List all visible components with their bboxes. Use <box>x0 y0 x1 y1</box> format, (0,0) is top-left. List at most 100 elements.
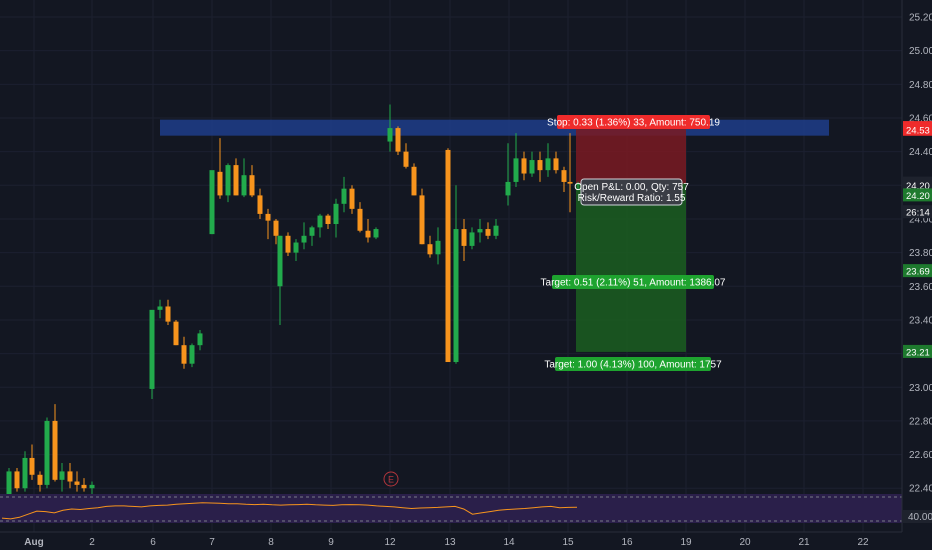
candle-body <box>373 229 379 238</box>
target2-label: Target: 1.00 (4.13%) 100, Amount: 1757 <box>544 360 722 371</box>
target1-label-box <box>552 275 714 289</box>
time-axis[interactable]: Aug 2 6 7 8 9 12 13 14 15 16 19 20 21 22 <box>0 531 902 548</box>
candle-body <box>37 474 43 485</box>
candle-body <box>301 235 307 243</box>
time-tick-label: 13 <box>444 537 456 548</box>
price-tag: 24.20 <box>906 191 930 202</box>
candle-body <box>89 484 95 489</box>
candle-body <box>74 481 80 485</box>
time-tick-label: 7 <box>209 537 215 548</box>
candle-body <box>277 235 283 287</box>
candle-body <box>165 306 171 322</box>
candle-body <box>395 128 401 152</box>
rsi-level-label: 40.00 <box>908 512 932 523</box>
candle-body <box>575 183 581 185</box>
candle-body <box>529 160 535 174</box>
candles: E <box>6 104 581 506</box>
candle-body <box>52 420 58 480</box>
candle-body <box>173 321 179 346</box>
price-tag: 24.53 <box>906 125 930 136</box>
candle-body <box>411 166 417 196</box>
price-tag: 23.21 <box>906 347 930 358</box>
time-tick-label: 2 <box>89 537 95 548</box>
stop-label: Stop: 0.33 (1.36%) 33, Amount: 750.19 <box>547 118 720 129</box>
candle-body <box>217 171 223 196</box>
candle-body <box>341 188 347 204</box>
price-tag: 23.69 <box>906 267 930 278</box>
candle-body <box>545 158 551 171</box>
candle-body <box>67 471 73 482</box>
candle-body <box>225 165 231 196</box>
candle-body <box>505 181 511 196</box>
time-tick-label: 6 <box>150 537 156 548</box>
candle-body <box>419 195 425 245</box>
time-tick-label: 12 <box>384 537 396 548</box>
candle-body <box>325 215 331 225</box>
candle-body <box>365 230 371 238</box>
candle-body <box>265 213 271 221</box>
time-tick-label: 20 <box>739 537 751 548</box>
candle-body <box>521 158 527 174</box>
price-tick-label: 24.80 <box>909 80 932 91</box>
price-tick-label: 22.40 <box>909 484 932 495</box>
candle-body <box>435 240 441 255</box>
rsi-panel: 40.00 <box>0 494 932 523</box>
price-tag: 26:14 <box>906 208 930 219</box>
candle-body <box>403 151 409 167</box>
candle-body <box>273 220 279 236</box>
price-tag-box <box>903 205 932 219</box>
candle-body <box>233 165 239 196</box>
candle-body <box>181 345 187 364</box>
time-tick-label: 21 <box>798 537 810 548</box>
price-tick-label: 24.00 <box>909 214 932 225</box>
candle-body <box>149 309 155 389</box>
price-tag: 24.20 <box>906 181 930 192</box>
time-tick-label: 15 <box>562 537 574 548</box>
candle-body <box>561 170 567 182</box>
pnl-line: Open P&L: 0.00, Qty: 757 <box>574 182 689 193</box>
price-tag-box <box>903 264 932 278</box>
time-tick-label: 8 <box>268 537 274 548</box>
time-tick-label: 14 <box>503 537 515 548</box>
time-tick-label: 22 <box>857 537 869 548</box>
candle-body <box>257 195 263 214</box>
time-tick-label: 19 <box>680 537 692 548</box>
candle-body <box>485 229 491 236</box>
candle-body <box>357 208 363 231</box>
price-tag-box <box>903 122 932 136</box>
candle-body <box>537 160 543 171</box>
earnings-marker <box>383 471 399 487</box>
rsi-line <box>1 502 578 520</box>
candle-body <box>349 188 355 209</box>
candle-body <box>29 457 35 475</box>
earnings-marker-label: E <box>388 475 394 485</box>
candle-body <box>189 345 195 364</box>
candle-body <box>461 229 467 246</box>
stop-label-box <box>557 115 710 129</box>
price-tick-label: 22.80 <box>909 416 932 427</box>
candle-body <box>209 170 215 235</box>
candle-body <box>6 471 12 497</box>
time-tick-label: Aug <box>24 537 43 548</box>
candle-body <box>59 471 65 480</box>
candle-body <box>477 229 483 233</box>
price-tick-label: 23.00 <box>909 383 932 394</box>
candle-body <box>387 128 393 142</box>
price-tick-label: 24.60 <box>909 113 932 124</box>
candle-body <box>285 235 291 253</box>
candle-body <box>333 203 339 225</box>
price-tick-label: 22.60 <box>909 450 932 461</box>
candle-body <box>293 242 299 253</box>
price-axis[interactable]: 25.20 25.00 24.80 24.60 24.40 24.20 24.00 23.80… <box>901 0 932 532</box>
target-zone <box>576 183 686 352</box>
price-tick-label: 23.60 <box>909 282 932 293</box>
candle-body <box>249 175 255 196</box>
candle-body <box>44 420 50 485</box>
target1-label: Target: 0.51 (2.11%) 51, Amount: 1386.07 <box>541 278 726 289</box>
price-tag-box <box>903 178 932 192</box>
candle-body <box>81 484 87 489</box>
candle-body <box>553 158 559 171</box>
price-tick-label: 23.40 <box>909 315 932 326</box>
